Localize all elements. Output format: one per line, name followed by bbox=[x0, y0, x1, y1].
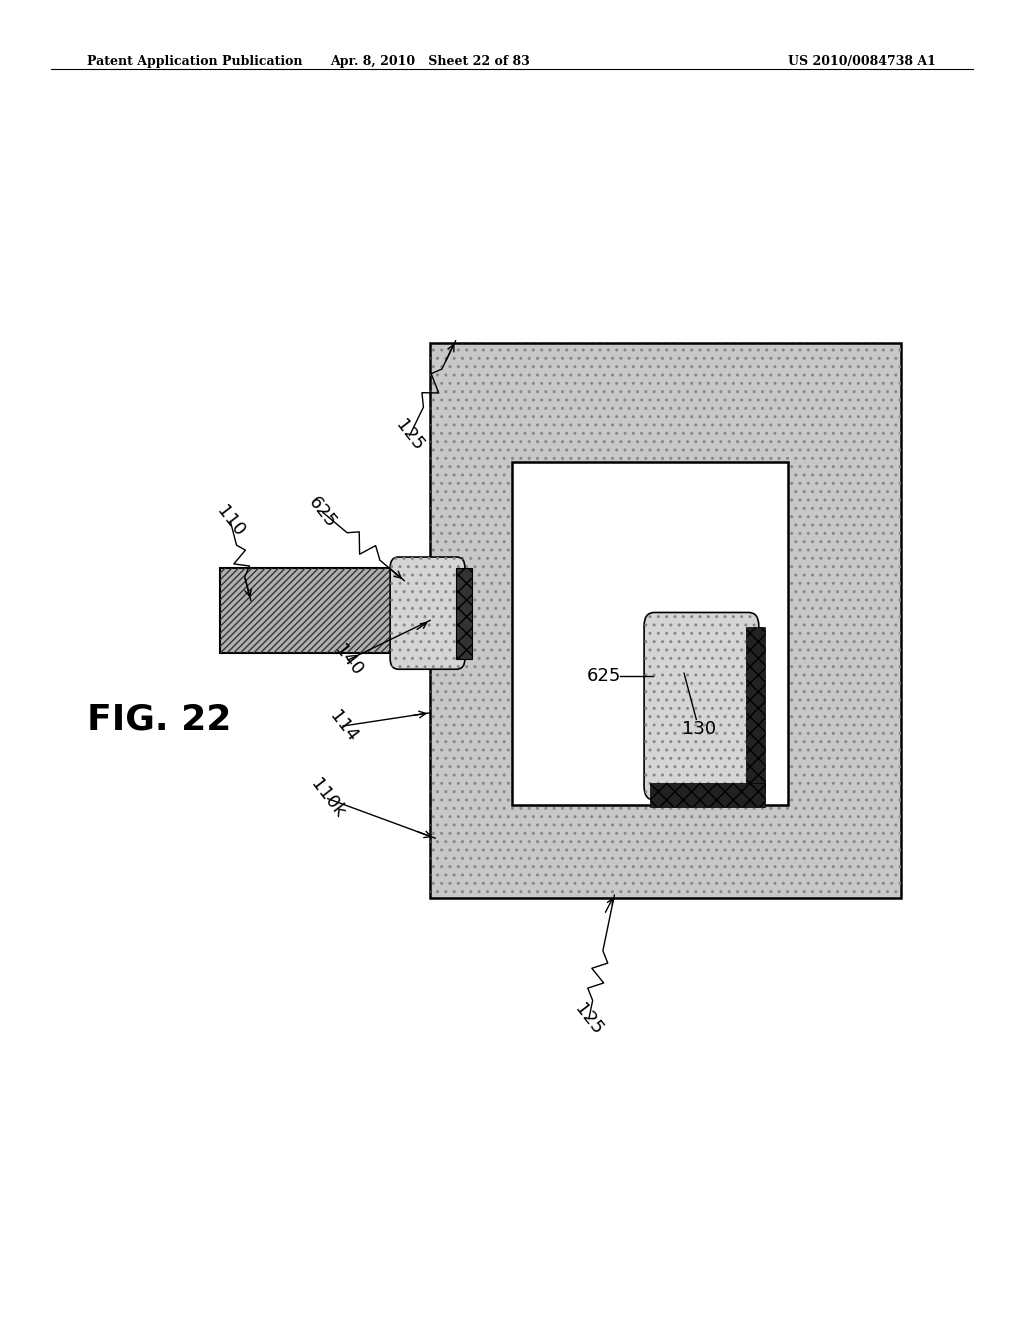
Text: 110k: 110k bbox=[307, 776, 348, 821]
Text: 125: 125 bbox=[571, 1001, 606, 1038]
Bar bbox=[650, 783, 765, 807]
Text: 110: 110 bbox=[213, 503, 248, 540]
Text: 625: 625 bbox=[305, 494, 340, 531]
Text: 140: 140 bbox=[331, 642, 366, 678]
Bar bbox=[220, 568, 435, 653]
Text: Apr. 8, 2010   Sheet 22 of 83: Apr. 8, 2010 Sheet 22 of 83 bbox=[330, 55, 530, 69]
FancyBboxPatch shape bbox=[644, 612, 759, 800]
Text: US 2010/0084738 A1: US 2010/0084738 A1 bbox=[788, 55, 936, 69]
Bar bbox=[512, 462, 788, 805]
Bar bbox=[456, 568, 472, 659]
Bar bbox=[430, 343, 901, 898]
Bar bbox=[220, 568, 435, 653]
FancyBboxPatch shape bbox=[390, 557, 465, 669]
Text: FIG. 22: FIG. 22 bbox=[87, 702, 230, 737]
Text: 125: 125 bbox=[392, 417, 427, 454]
Bar bbox=[430, 343, 901, 898]
Text: Patent Application Publication: Patent Application Publication bbox=[87, 55, 302, 69]
Bar bbox=[746, 627, 765, 792]
Text: 130: 130 bbox=[682, 719, 717, 738]
Text: 114: 114 bbox=[326, 708, 360, 744]
Text: 625: 625 bbox=[587, 667, 622, 685]
